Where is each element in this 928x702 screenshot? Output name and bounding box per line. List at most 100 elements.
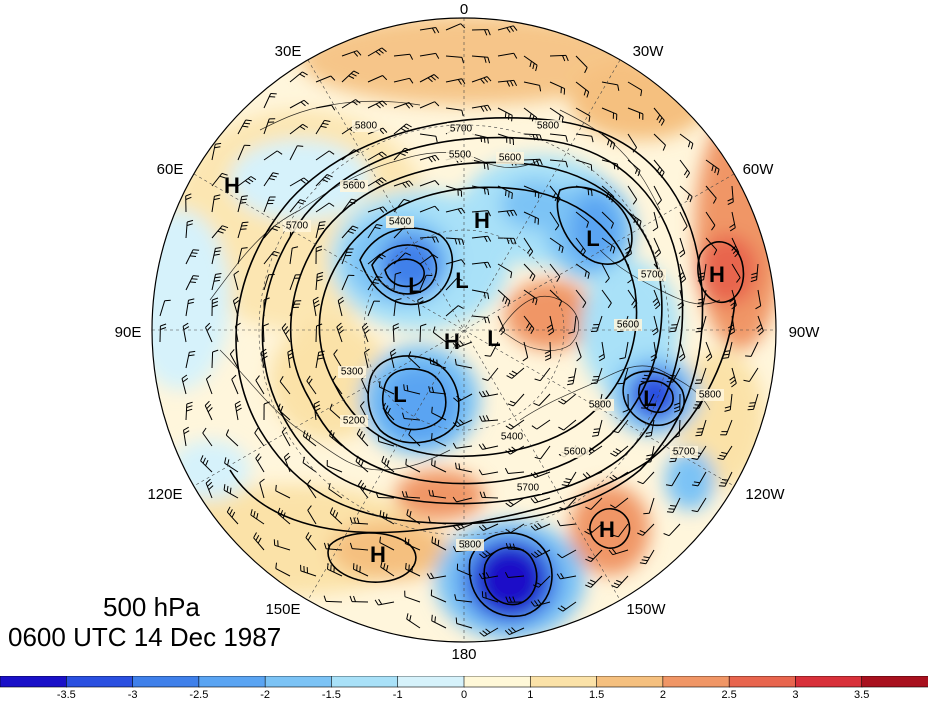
wind-barb bbox=[608, 548, 629, 556]
contour-label: 5500 bbox=[449, 150, 472, 161]
colorbar-tick-label: 3 bbox=[792, 689, 798, 701]
lon-label-120w: 120W bbox=[745, 486, 785, 503]
wind-barb bbox=[419, 236, 439, 243]
wind-barb bbox=[530, 522, 551, 531]
wind-barb bbox=[229, 349, 239, 369]
graticule bbox=[152, 18, 776, 642]
wind-barb bbox=[549, 159, 568, 168]
wind-barb bbox=[556, 520, 577, 527]
wind-barb bbox=[627, 107, 644, 120]
wind-barb bbox=[471, 235, 492, 243]
wind-barb bbox=[531, 419, 551, 430]
wind-barb bbox=[479, 415, 499, 422]
wind-barb bbox=[729, 367, 737, 388]
wind-barb bbox=[471, 55, 491, 64]
wind-barb bbox=[182, 322, 190, 343]
wind-barb bbox=[750, 263, 759, 283]
wind-barb bbox=[694, 367, 707, 384]
wind-barb bbox=[349, 517, 369, 525]
colorbar-tick-label: -2 bbox=[260, 689, 270, 701]
wind-barb bbox=[183, 426, 190, 447]
wind-barb bbox=[419, 133, 438, 143]
high-pressure-center: H bbox=[474, 208, 490, 233]
wind-barb bbox=[544, 341, 552, 361]
wind-barb bbox=[315, 174, 333, 187]
wind-barb bbox=[315, 202, 335, 213]
low-pressure-center: L bbox=[643, 386, 656, 411]
pressure-level-title: 500 hPa bbox=[103, 592, 200, 622]
wind-barb bbox=[431, 536, 447, 551]
wind-barb bbox=[341, 248, 354, 265]
wind-barb bbox=[497, 209, 518, 217]
wind-barb bbox=[273, 539, 291, 551]
wind-barb bbox=[679, 211, 688, 232]
wind-barb bbox=[561, 471, 577, 487]
wind-barb bbox=[619, 341, 629, 360]
wind-barb bbox=[652, 211, 659, 232]
wind-barb bbox=[497, 52, 518, 59]
wind-barb bbox=[393, 198, 410, 213]
wind-barb bbox=[250, 509, 265, 525]
wind-barb bbox=[549, 54, 569, 62]
wind-barb bbox=[639, 549, 655, 565]
wind-barb bbox=[575, 133, 594, 143]
wind-barb bbox=[637, 523, 655, 536]
colorbar-swatch bbox=[397, 676, 465, 688]
lon-label-150w: 150W bbox=[626, 601, 666, 618]
wind-barb bbox=[530, 549, 551, 558]
wind-barb bbox=[315, 271, 324, 291]
wind-barb bbox=[652, 289, 661, 310]
colorbar-tick-label: 0 bbox=[461, 689, 467, 701]
contour-label: 5700 bbox=[286, 221, 309, 232]
wind-barb bbox=[585, 575, 603, 588]
lon-label-120e: 120E bbox=[147, 486, 182, 503]
wind-barb bbox=[484, 341, 499, 357]
wind-barb bbox=[557, 601, 577, 612]
wind-barb bbox=[367, 300, 380, 317]
wind-barb bbox=[315, 221, 326, 239]
wind-barb bbox=[379, 381, 395, 395]
colorbar-tick-label: 2.5 bbox=[721, 689, 736, 701]
wind-barb bbox=[601, 107, 618, 121]
wind-barb bbox=[718, 471, 733, 487]
wind-barb bbox=[523, 81, 542, 92]
wind-barb bbox=[504, 571, 525, 578]
wind-barb bbox=[389, 348, 397, 369]
colorbar-tick-label: 1.5 bbox=[589, 689, 604, 701]
wind-barb bbox=[255, 453, 265, 473]
wind-barb bbox=[452, 442, 473, 449]
wind-barb bbox=[575, 55, 588, 74]
wind-barb bbox=[315, 75, 336, 83]
wind-barb bbox=[367, 206, 388, 213]
wind-barb bbox=[237, 195, 248, 213]
wind-barb bbox=[507, 393, 525, 407]
high-pressure-center: H bbox=[370, 542, 386, 567]
colorbar-swatch bbox=[662, 676, 730, 688]
wind-barb bbox=[523, 211, 539, 225]
wind-barb bbox=[592, 419, 603, 437]
wind-barb bbox=[275, 562, 291, 577]
wind-barb bbox=[185, 298, 195, 317]
colorbar-swatch bbox=[596, 676, 664, 688]
wind-barb bbox=[419, 323, 427, 343]
wind-barb bbox=[478, 523, 499, 532]
wind-barb bbox=[717, 445, 733, 460]
wind-barb bbox=[255, 375, 265, 395]
wind-barb bbox=[419, 101, 440, 109]
lon-label-90w: 90W bbox=[789, 324, 821, 341]
wind-barb bbox=[568, 315, 577, 334]
wind-barb bbox=[731, 263, 741, 283]
wind-barb bbox=[479, 627, 499, 637]
longitude-labels: 0 30W 60W 90W 120W 150W 180 150E 120E 90E 60E 30E bbox=[115, 1, 821, 663]
wind-barb bbox=[349, 595, 369, 603]
wind-barb bbox=[705, 185, 717, 204]
lon-label-180: 180 bbox=[451, 646, 476, 663]
contour-label: 5600 bbox=[343, 181, 366, 192]
wind-barb bbox=[211, 273, 222, 291]
map-boundary bbox=[151, 17, 777, 643]
wind-barb bbox=[471, 261, 492, 269]
wind-barb bbox=[549, 263, 561, 282]
wind-barb bbox=[590, 367, 603, 384]
wind-barb bbox=[430, 589, 447, 603]
colorbar: -3.5 -3 -2.5 -2 -1.5 -1 0 1 1.5 2 2.5 3 3.5 bbox=[0, 676, 928, 701]
